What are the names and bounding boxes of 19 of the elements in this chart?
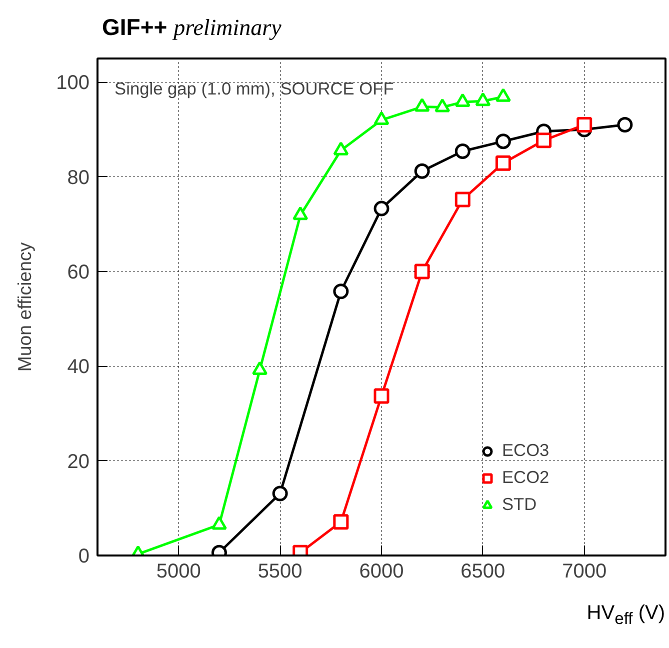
y-axis-title: Muon efficiency [14,242,36,372]
x-tick-label: 5500 [258,560,302,582]
x-tick-label: 6500 [460,560,506,582]
y-tick-label: 80 [67,166,90,189]
annotation: Single gap (1.0 mm), SOURCE OFF [114,78,394,98]
chart-subtitle: preliminary [174,15,282,40]
y-tick-label: 0 [78,546,90,568]
y-tick-label: 40 [67,356,90,378]
x-tick-label: 7000 [562,560,607,582]
y-tick-label: 100 [56,72,90,94]
chart-title: GIF++ [102,14,168,40]
legend-label: ECO2 [502,467,550,488]
y-tick-label: 60 [67,262,90,284]
y-tick-label: 20 [67,450,90,473]
x-tick-label: 6000 [359,560,404,582]
legend-label: ECO3 [502,440,550,461]
x-axis-title: HV$_{eff}$ (V) [586,601,665,630]
x-tick-label: 5000 [156,560,201,582]
legend-label: STD [502,494,537,515]
